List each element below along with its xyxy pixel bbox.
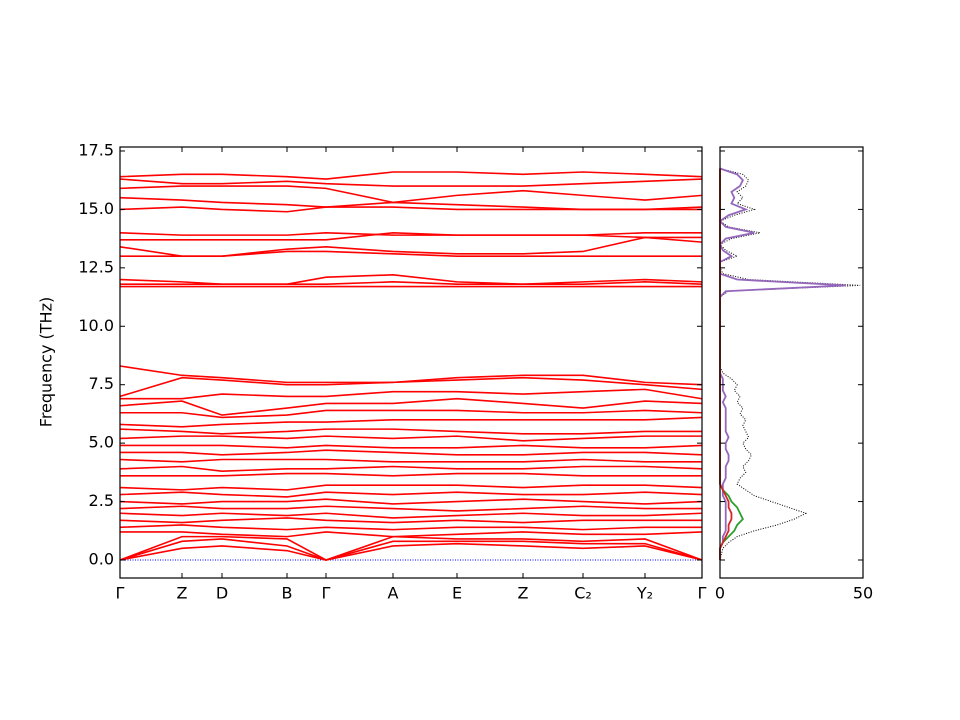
- band: [119, 416, 703, 428]
- plot-frame: [719, 146, 864, 579]
- band: [119, 535, 703, 561]
- x-tick-label: E: [452, 584, 462, 603]
- band: [120, 388, 703, 400]
- x-tick-label: Z: [518, 584, 529, 603]
- x-tick-label: Γ: [322, 584, 331, 603]
- x-tick-label: Y₂: [636, 584, 653, 603]
- y-tick-label: 0.0: [89, 550, 114, 569]
- band: [120, 472, 702, 477]
- band: [120, 409, 703, 419]
- band: [119, 428, 702, 435]
- dos-curve: [718, 167, 846, 561]
- band: [120, 250, 702, 257]
- band: [119, 458, 702, 463]
- y-tick-label: 7.5: [89, 374, 114, 393]
- x-tick-label: B: [282, 584, 293, 603]
- dos-curve: [718, 168, 861, 561]
- band: [119, 171, 703, 180]
- band: [119, 231, 702, 239]
- band: [120, 444, 703, 449]
- band: [119, 505, 702, 512]
- x-tick-label: C₂: [574, 584, 592, 603]
- x-tick-label: 0: [715, 584, 725, 603]
- band: [120, 231, 702, 241]
- y-tick-label: 12.5: [78, 257, 114, 276]
- band: [119, 397, 703, 416]
- band: [119, 206, 702, 213]
- y-tick-label: 10.0: [78, 316, 114, 335]
- x-tick-label: Γ: [116, 584, 125, 603]
- y-tick-label: 2.5: [89, 491, 114, 510]
- band: [119, 376, 703, 398]
- band: [119, 524, 702, 531]
- x-tick-label: D: [216, 584, 228, 603]
- band: [119, 538, 703, 561]
- y-tick-label: 5.0: [89, 433, 114, 452]
- band: [119, 512, 703, 519]
- x-tick-label: 50: [853, 584, 873, 603]
- x-tick-label: A: [388, 584, 399, 603]
- y-axis-label: Frequency (THz): [37, 297, 56, 427]
- band: [119, 484, 703, 491]
- plot-frame: [119, 146, 703, 579]
- y-tick-label: 17.5: [78, 140, 114, 159]
- band: [119, 517, 702, 524]
- band: [119, 542, 703, 561]
- band: [119, 498, 703, 505]
- band: [119, 178, 703, 187]
- band: [119, 465, 703, 472]
- band: [119, 435, 702, 442]
- x-tick-label: Γ: [698, 584, 707, 603]
- band: [120, 281, 703, 285]
- y-tick-label: 15.0: [78, 199, 114, 218]
- x-tick-label: Z: [177, 584, 188, 603]
- band: [119, 491, 703, 498]
- band: [119, 185, 703, 204]
- band: [120, 449, 703, 456]
